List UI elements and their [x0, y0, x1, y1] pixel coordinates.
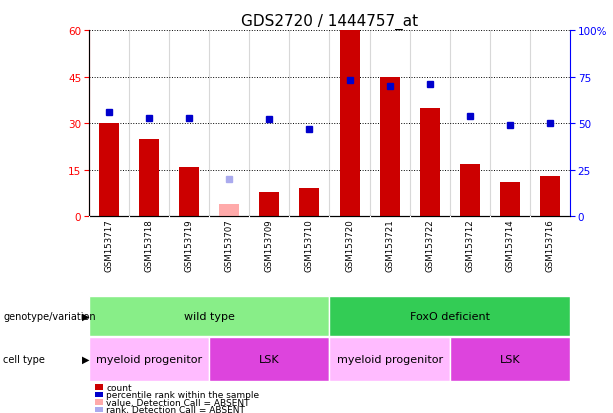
Bar [89, 296, 330, 336]
Text: myeloid progenitor: myeloid progenitor [337, 354, 443, 364]
Text: cell type: cell type [3, 354, 45, 364]
Text: GSM153716: GSM153716 [546, 219, 555, 272]
Bar [540, 177, 560, 217]
Text: value, Detection Call = ABSENT: value, Detection Call = ABSENT [106, 398, 249, 407]
Text: genotype/variation: genotype/variation [3, 311, 96, 321]
Text: LSK: LSK [500, 354, 520, 364]
Text: rank, Detection Call = ABSENT: rank, Detection Call = ABSENT [106, 405, 245, 413]
Text: GSM153718: GSM153718 [145, 219, 153, 272]
Bar [460, 164, 480, 217]
Bar [259, 192, 280, 217]
Text: ▶: ▶ [82, 354, 89, 364]
Text: percentile rank within the sample: percentile rank within the sample [106, 390, 259, 399]
Text: myeloid progenitor: myeloid progenitor [96, 354, 202, 364]
Bar [209, 337, 330, 381]
Text: LSK: LSK [259, 354, 280, 364]
Bar [420, 108, 440, 217]
Bar [179, 167, 199, 217]
Text: GSM153721: GSM153721 [385, 219, 394, 272]
Text: GSM153707: GSM153707 [225, 219, 234, 272]
Bar [89, 337, 209, 381]
Bar [330, 296, 570, 336]
Text: count: count [106, 383, 132, 392]
Bar [139, 140, 159, 217]
Text: GSM153720: GSM153720 [345, 219, 354, 272]
Text: GSM153710: GSM153710 [305, 219, 314, 272]
Bar [299, 189, 319, 217]
Text: GSM153714: GSM153714 [506, 219, 514, 272]
Text: GSM153717: GSM153717 [104, 219, 113, 272]
Text: GSM153709: GSM153709 [265, 219, 274, 272]
Text: GSM153712: GSM153712 [465, 219, 474, 272]
Bar [99, 124, 119, 217]
Text: wild type: wild type [184, 311, 235, 321]
Bar [330, 337, 450, 381]
Bar [450, 337, 570, 381]
Text: GSM153722: GSM153722 [425, 219, 434, 272]
Bar [340, 31, 360, 217]
Bar [219, 204, 239, 217]
Bar [500, 183, 520, 217]
Text: GSM153719: GSM153719 [185, 219, 194, 272]
Bar [379, 77, 400, 217]
Title: GDS2720 / 1444757_at: GDS2720 / 1444757_at [241, 14, 418, 30]
Text: FoxO deficient: FoxO deficient [409, 311, 490, 321]
Text: ▶: ▶ [82, 311, 89, 321]
